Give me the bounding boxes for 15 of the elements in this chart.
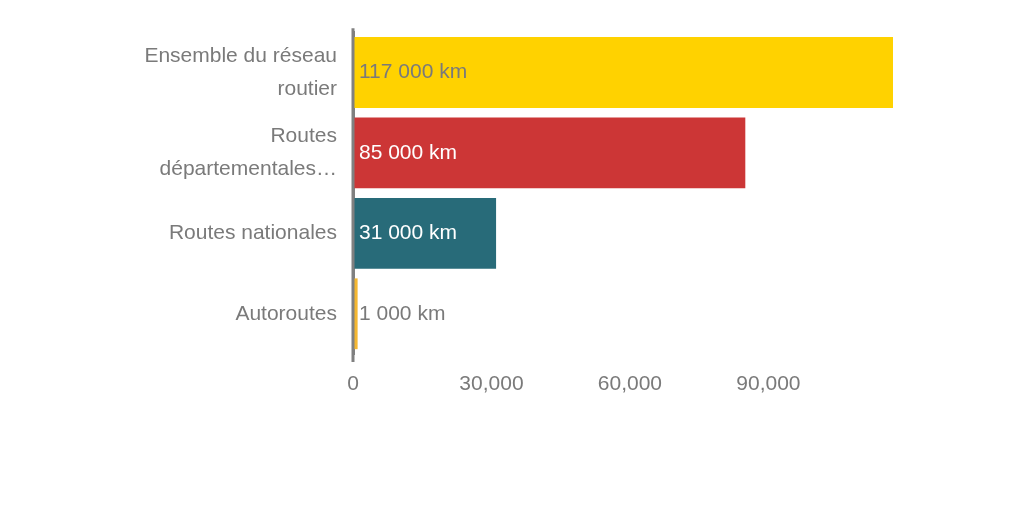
y-tick-label: Autoroutes [235, 300, 337, 324]
data-label: 85 000 km [359, 139, 458, 163]
bar [353, 37, 893, 108]
y-tick-label: Routes nationales [168, 220, 337, 244]
x-tick-label: 60,000 [597, 371, 663, 395]
y-tick-label: Ensemble du réseau routier [144, 43, 337, 99]
bar [353, 197, 497, 269]
x-tick-label: 90,000 [736, 371, 801, 395]
data-label: 117 000 km [359, 59, 468, 83]
data-label: 1 000 km [359, 300, 446, 324]
y-tick-label: Routes départementales… [159, 123, 337, 179]
data-label: 31 000 km [359, 220, 458, 244]
bar [353, 117, 746, 189]
x-tick-label: 30,000 [459, 371, 524, 395]
x-tick-label: 0 [347, 371, 359, 395]
